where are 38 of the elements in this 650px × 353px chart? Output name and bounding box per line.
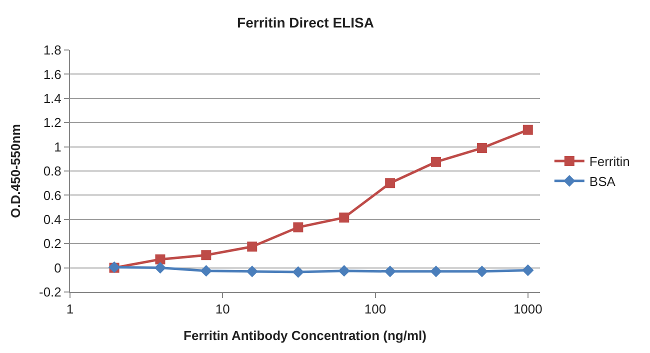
x-axis-title: Ferritin Antibody Concentration (ng/ml) <box>184 328 426 344</box>
y-tick-label: 1.2 <box>43 115 62 130</box>
legend-label: Ferritin <box>589 154 630 170</box>
point <box>155 254 166 264</box>
point <box>522 124 533 135</box>
x-tick-label: 1000 <box>513 302 542 317</box>
point <box>246 266 258 278</box>
point <box>339 212 350 223</box>
point <box>247 242 258 252</box>
point <box>200 264 212 277</box>
y-tick-label: 1 <box>54 139 62 154</box>
point <box>154 262 166 274</box>
y-tick-label: 0.8 <box>43 164 62 179</box>
y-tick-label: 1.6 <box>43 66 62 82</box>
point <box>385 178 396 188</box>
y-tick-label: -0.2 <box>38 284 62 300</box>
y-tick-label: 1.8 <box>43 42 62 58</box>
y-tick-label: 1.4 <box>43 90 62 106</box>
y-tick-label: 0.4 <box>43 212 62 227</box>
point <box>522 264 534 276</box>
legend-label: BSA <box>589 174 616 189</box>
y-tick-label: 0 <box>54 260 62 276</box>
x-tick-label: 100 <box>364 302 386 317</box>
x-tick-label: 1 <box>66 302 74 317</box>
point <box>384 266 396 278</box>
chart-title: Ferritin Direct ELISA <box>237 14 374 30</box>
y-tick-label: 0.2 <box>43 236 62 252</box>
y-tick-label: 0.6 <box>43 188 62 203</box>
point <box>476 143 487 154</box>
point <box>293 222 304 232</box>
point <box>292 266 304 278</box>
point <box>338 264 350 277</box>
point <box>476 266 488 278</box>
point <box>431 156 442 167</box>
point <box>430 266 442 278</box>
point <box>201 250 212 260</box>
y-axis-title: O.D.450-550nm <box>8 124 23 218</box>
x-tick-label: 10 <box>215 302 230 317</box>
